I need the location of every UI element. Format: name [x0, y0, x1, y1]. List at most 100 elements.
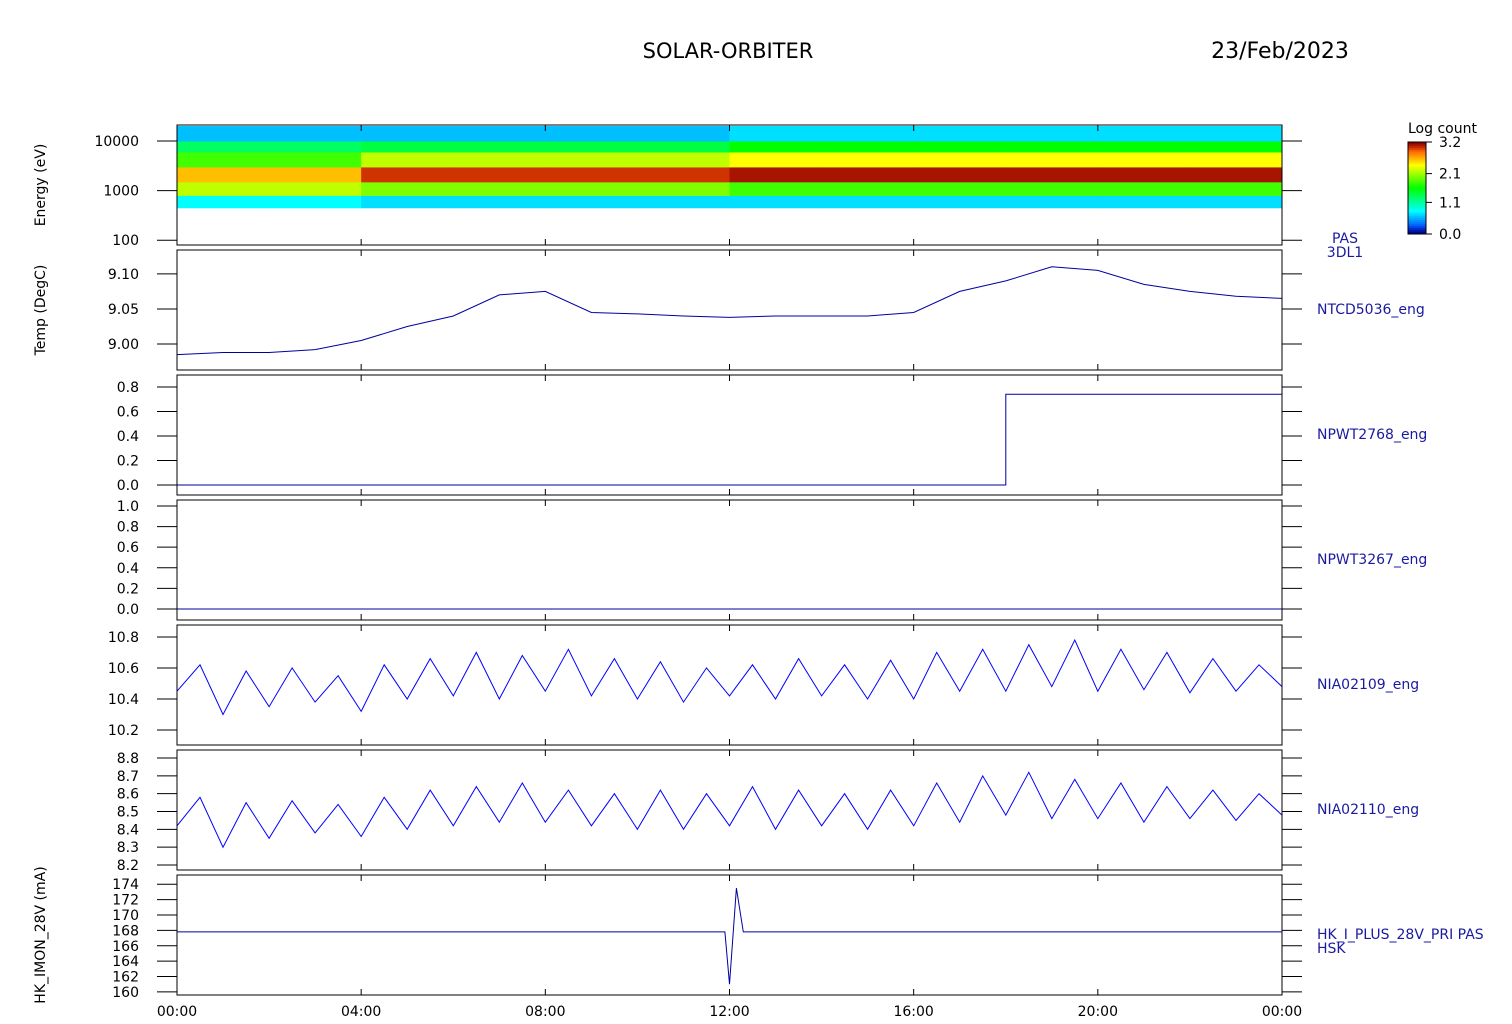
x-tick-label: 04:00: [341, 1004, 381, 1020]
y-tick-label: 9.10: [108, 267, 139, 283]
heat-cell: [637, 195, 730, 209]
y-tick-label: 10.8: [108, 630, 139, 646]
panel-frame: [176, 249, 1283, 371]
y-tick-label: 0.0: [117, 478, 139, 494]
heat-cell: [1097, 126, 1191, 142]
heat-cell: [177, 140, 270, 153]
colorbar-step: [1408, 210, 1426, 213]
y-tick-label: 174: [112, 877, 139, 893]
x-tick-label: 20:00: [1078, 1004, 1118, 1020]
heat-cell: [1189, 166, 1283, 183]
x-tick-label: 08:00: [525, 1004, 565, 1020]
y-tick-label: 8.8: [117, 751, 139, 767]
y-tick-label: 170: [112, 908, 139, 924]
heat-cell: [1097, 140, 1191, 153]
heat-cell: [269, 195, 362, 209]
heat-cell: [637, 126, 730, 142]
heat-cell: [729, 151, 823, 168]
heat-cell: [269, 181, 362, 196]
line: [177, 888, 1282, 985]
heat-cell: [545, 140, 638, 153]
colorbar-step: [1408, 172, 1426, 175]
heat-cell: [1189, 151, 1283, 168]
panel-label: NIA02109_eng: [1317, 677, 1419, 693]
colorbar-step: [1408, 176, 1426, 179]
y-tick-label: 0.6: [117, 540, 139, 556]
y-axis-label: Temp (DegC): [33, 265, 49, 357]
panel-frame: [176, 374, 1283, 496]
heat-cell: [637, 140, 730, 153]
colorbar-step: [1408, 150, 1426, 153]
y-tick-label: 168: [112, 923, 139, 939]
colorbar-step: [1408, 232, 1426, 235]
y-tick-label: 0.2: [117, 453, 139, 469]
y-tick-label: 8.4: [117, 822, 139, 838]
colorbar-step: [1408, 228, 1426, 231]
line: [177, 393, 1282, 486]
heat-cell: [821, 140, 915, 153]
colorbar-step: [1408, 222, 1426, 225]
heat-cell: [1005, 140, 1099, 153]
y-tick-label: 0.4: [117, 429, 139, 445]
y-tick-label: 160: [112, 985, 139, 1001]
heat-cell: [637, 166, 730, 183]
heat-cell: [361, 140, 454, 153]
y-tick-label: 10000: [94, 134, 139, 150]
y-tick-label: 164: [112, 954, 139, 970]
heat-cell: [361, 195, 454, 209]
panel-label: NTCD5036_eng: [1317, 302, 1425, 318]
heat-cell: [269, 126, 362, 142]
y-tick-label: 8.6: [117, 787, 139, 803]
heat-cell: [177, 166, 270, 183]
line: [176, 771, 1283, 849]
heat-cell: [729, 181, 823, 196]
colorbar-step: [1408, 200, 1426, 203]
heat-cell: [1097, 181, 1191, 196]
colorbar-step: [1408, 190, 1426, 193]
colorbar-step: [1408, 164, 1426, 167]
panel-frame: [176, 874, 1283, 996]
y-tick-label: 0.8: [117, 380, 139, 396]
line: [176, 266, 1283, 356]
panel-label: NIA02110_eng: [1317, 802, 1419, 818]
heat-cell: [1005, 151, 1099, 168]
heat-cell: [729, 140, 823, 153]
heat-cell: [545, 166, 638, 183]
heat-cell: [729, 166, 823, 183]
y-tick-label: 0.4: [117, 561, 139, 577]
colorbar-step: [1408, 144, 1426, 147]
colorbar-step: [1408, 178, 1426, 181]
colorbar-step: [1408, 174, 1426, 177]
y-tick-label: 0.8: [117, 520, 139, 536]
y-tick-label: 9.00: [108, 337, 139, 353]
colorbar-step: [1408, 204, 1426, 207]
colorbar-step: [1408, 216, 1426, 219]
heat-cell: [1189, 140, 1283, 153]
heat-cell: [545, 195, 638, 209]
heat-cell: [177, 126, 270, 142]
heat-cell: [821, 195, 915, 209]
heat-cell: [821, 151, 915, 168]
heat-cell: [821, 166, 915, 183]
colorbar-step: [1408, 186, 1426, 189]
colorbar-step: [1408, 196, 1426, 199]
y-tick-label: 100: [112, 233, 139, 249]
heat-cell: [361, 126, 454, 142]
y-tick-label: 10.6: [108, 661, 139, 677]
colorbar-tick-label: 1.1: [1439, 195, 1461, 211]
heat-cell: [913, 195, 1007, 209]
y-tick-label: 0.0: [117, 602, 139, 618]
colorbar-step: [1408, 182, 1426, 185]
heat-cell: [453, 151, 546, 168]
panel-label: 3DL1: [1327, 245, 1363, 261]
colorbar-tick-label: 3.2: [1439, 135, 1461, 151]
colorbar-step: [1408, 220, 1426, 223]
colorbar-step: [1408, 214, 1426, 217]
colorbar-step: [1408, 202, 1426, 205]
colorbar-step: [1408, 158, 1426, 161]
x-tick-label: 00:00: [157, 1004, 197, 1020]
y-tick-label: 166: [112, 939, 139, 955]
heat-cell: [269, 166, 362, 183]
heat-cell: [1097, 195, 1191, 209]
